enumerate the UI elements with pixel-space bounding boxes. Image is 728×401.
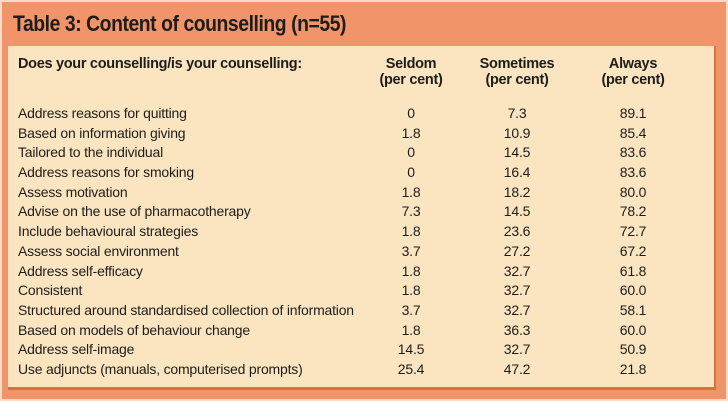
table-row: Address self-image 14.5 32.7 50.9	[8, 340, 714, 360]
seldom-value: 1.8	[401, 183, 421, 200]
column-header-sometimes: Sometimes (per cent)	[461, 56, 573, 88]
always-value: 83.6	[619, 144, 647, 161]
column-header-seldom: Seldom (per cent)	[361, 56, 461, 88]
seldom-value: 1.8	[401, 262, 421, 279]
question-column-header: Does your counselling/is your counsellin…	[18, 56, 302, 72]
table-body: Address reasons for quitting 0 7.3 89.1 Base…	[8, 104, 714, 380]
always-value: 72.7	[619, 223, 647, 240]
row-label: Include behavioural strategies	[18, 223, 199, 240]
seldom-value: 3.7	[401, 301, 421, 318]
sometimes-value: 32.7	[503, 341, 531, 358]
seldom-value: 7.3	[401, 203, 421, 220]
row-label: Consistent	[18, 282, 83, 299]
row-label: Use adjuncts (manuals, computerised prom…	[18, 360, 303, 377]
seldom-value: 1.8	[401, 124, 421, 141]
always-value: 83.6	[619, 164, 647, 181]
row-label: Advise on the use of pharmacotherapy	[18, 203, 251, 220]
sometimes-value: 47.2	[503, 360, 531, 377]
always-value: 78.2	[619, 203, 647, 220]
sometimes-value: 27.2	[503, 242, 531, 259]
table-row: Based on information giving 1.8 10.9 85.4	[8, 124, 714, 144]
sometimes-value: 36.3	[503, 321, 531, 338]
row-label: Address self-image	[18, 341, 135, 358]
row-label: Assess motivation	[18, 183, 128, 200]
row-label: Address reasons for quitting	[18, 105, 187, 121]
seldom-value: 1.8	[401, 282, 421, 299]
row-label: Address self-efficacy	[18, 262, 143, 279]
table-row: Advise on the use of pharmacotherapy 7.3 1…	[8, 202, 714, 222]
seldom-value: 0	[407, 105, 415, 121]
column-header-always: Always (per cent)	[573, 56, 693, 88]
table-row: Based on models of behaviour change 1.8 36…	[8, 321, 714, 341]
table-row: Address self-efficacy 1.8 32.7 61.8	[8, 262, 714, 282]
always-value: 85.4	[619, 124, 647, 141]
sometimes-value: 14.5	[503, 144, 531, 161]
column-header-unit: (per cent)	[485, 72, 549, 88]
seldom-value: 0	[407, 144, 415, 161]
table-row: Include behavioural strategies 1.8 23.6 72.…	[8, 222, 714, 242]
seldom-value: 14.5	[397, 341, 425, 358]
always-value: 21.8	[619, 360, 647, 377]
row-label: Tailored to the individual	[18, 144, 164, 161]
column-header-unit: (per cent)	[379, 72, 443, 88]
always-value: 89.1	[619, 105, 647, 121]
seldom-value: 25.4	[397, 360, 425, 377]
table-row: Assess social environment 3.7 27.2 67.2	[8, 242, 714, 262]
table-title: Table 3: Content of counselling (n=55)	[13, 11, 347, 36]
column-header-label: Seldom	[385, 56, 437, 72]
always-value: 61.8	[619, 262, 647, 279]
table-row: Assess motivation 1.8 18.2 80.0	[8, 183, 714, 203]
table-row: Use adjuncts (manuals, computerised prom…	[8, 360, 714, 380]
column-header-label: Sometimes	[479, 56, 555, 72]
column-header-unit: (per cent)	[601, 72, 665, 88]
table-row: Consistent 1.8 32.7 60.0	[8, 281, 714, 301]
column-header-label: Always	[608, 56, 658, 72]
row-label: Based on information giving	[18, 124, 186, 141]
sometimes-value: 10.9	[503, 124, 531, 141]
sometimes-value: 32.7	[503, 282, 531, 299]
table-row: Structured around standardised collectio…	[8, 301, 714, 321]
row-label: Based on models of behaviour change	[18, 321, 250, 338]
table-panel: Does your counselling/is your counsellin…	[8, 46, 716, 390]
always-value: 60.0	[619, 321, 647, 338]
always-value: 80.0	[619, 183, 647, 200]
table-row: Address reasons for quitting 0 7.3 89.1	[8, 104, 714, 124]
always-value: 60.0	[619, 282, 647, 299]
seldom-value: 1.8	[401, 321, 421, 338]
always-value: 67.2	[619, 242, 647, 259]
always-value: 58.1	[619, 301, 647, 318]
table-row: Tailored to the individual 0 14.5 83.6	[8, 143, 714, 163]
table-header-row: Does your counselling/is your counsellin…	[8, 46, 714, 88]
sometimes-value: 16.4	[503, 164, 531, 181]
sometimes-value: 18.2	[503, 183, 531, 200]
sometimes-value: 23.6	[503, 223, 531, 240]
sometimes-value: 7.3	[507, 105, 527, 121]
row-label: Assess social environment	[18, 242, 179, 259]
table-row: Address reasons for smoking 0 16.4 83.6	[8, 163, 714, 183]
seldom-value: 1.8	[401, 223, 421, 240]
seldom-value: 0	[407, 164, 415, 181]
row-label: Address reasons for smoking	[18, 164, 194, 181]
seldom-value: 3.7	[401, 242, 421, 259]
always-value: 50.9	[619, 341, 647, 358]
sometimes-value: 14.5	[503, 203, 531, 220]
sometimes-value: 32.7	[503, 301, 531, 318]
row-label: Structured around standardised collectio…	[18, 301, 354, 318]
sometimes-value: 32.7	[503, 262, 531, 279]
